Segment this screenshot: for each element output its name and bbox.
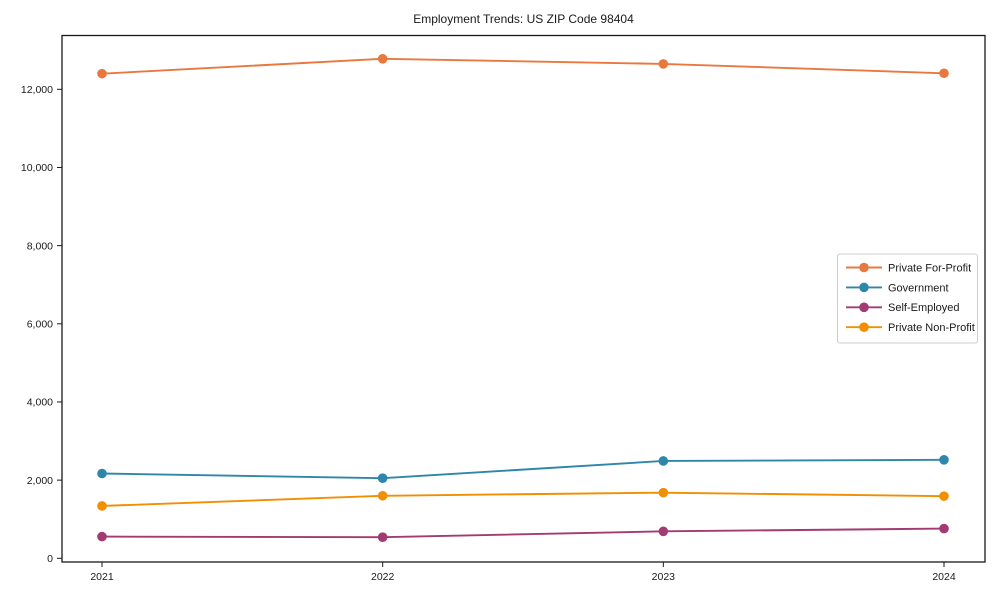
legend-marker-dot-government: [859, 282, 869, 293]
data-point-government-2024: [939, 455, 949, 465]
legend-label-private-for-profit: Private For-Profit: [888, 262, 971, 274]
plot-frame: [61, 34, 986, 563]
data-point-self-employed-2024: [939, 523, 949, 534]
legend-marker-dot-self-employed: [859, 302, 869, 313]
data-point-private-non-profit-2021: [97, 501, 107, 511]
data-point-private-non-profit-2023: [658, 487, 669, 498]
chart-title: Employment Trends: US ZIP Code 98404: [413, 12, 634, 26]
x-axis-tick-label: 2024: [932, 571, 956, 583]
data-point-self-employed-2023: [658, 526, 669, 537]
y-axis-tick-label: 10,000: [21, 162, 53, 174]
y-axis-tick-label: 8,000: [27, 240, 53, 252]
data-point-government-2021: [97, 468, 107, 479]
y-axis-tick-label: 6,000: [27, 319, 53, 331]
legend-label-private-non-profit: Private Non-Profit: [888, 322, 975, 334]
data-point-self-employed-2022: [377, 532, 388, 542]
legend: Private For-Profit Government Self-Employe…: [837, 253, 978, 344]
data-point-government-2022: [377, 473, 388, 483]
legend-label-self-employed: Self-Employed: [888, 302, 960, 314]
data-point-private-for-profit-2022: [377, 54, 388, 64]
y-axis-tick-label: 4,000: [27, 397, 53, 409]
data-point-government-2023: [658, 456, 669, 466]
data-point-private-non-profit-2024: [939, 491, 949, 501]
y-axis-tick-label: 12,000: [21, 84, 53, 96]
data-point-private-for-profit-2023: [658, 59, 669, 69]
series-line-private-for-profit: [101, 57, 945, 75]
data-point-private-for-profit-2024: [939, 68, 949, 79]
legend-marker-dot-private-for-profit: [859, 262, 869, 273]
data-point-private-for-profit-2021: [97, 68, 107, 79]
x-axis-tick-label: 2023: [652, 571, 676, 583]
x-axis-tick-label: 2022: [371, 571, 395, 583]
data-point-private-non-profit-2022: [377, 490, 388, 501]
series-line-self-employed: [101, 527, 945, 539]
plot-area: 0 2,000 4,000 6,000 8,000 10,000 12,000 2021 202…: [21, 34, 986, 583]
series-line-government: [101, 458, 945, 480]
data-point-self-employed-2021: [97, 531, 107, 542]
series-line-private-non-profit: [101, 491, 945, 507]
legend-marker-dot-private-non-profit: [859, 322, 869, 333]
x-axis-tick-label: 2021: [90, 571, 114, 583]
y-axis-tick-label: 2,000: [27, 475, 53, 487]
legend-label-government: Government: [888, 282, 949, 294]
legend-box: [837, 253, 978, 344]
y-axis-tick-label: 0: [47, 553, 53, 565]
